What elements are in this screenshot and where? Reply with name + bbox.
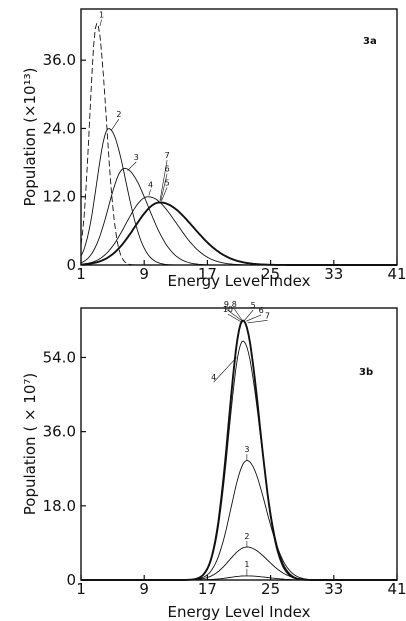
x-tick-label: 9 (139, 580, 149, 598)
curve-7 (80, 201, 397, 266)
curve-5 (80, 201, 397, 266)
x-axis-label: Energy Level Index (168, 272, 311, 290)
curve-2 (80, 128, 397, 266)
x-tick-label: 25 (261, 580, 280, 598)
x-tick-label: 41 (387, 265, 406, 283)
curve-label: 7 (165, 151, 170, 160)
panel-3a: 3a Energy Level Index Population (×10¹³)… (21, 8, 406, 290)
curve-label: 4 (148, 181, 153, 190)
curve-label: 2 (244, 532, 249, 541)
curve-label-leader (148, 189, 151, 196)
y-tick-label: 36.0 (43, 423, 76, 441)
y-tick-label: 24.0 (43, 119, 76, 137)
curve-label: 10 (223, 305, 233, 314)
panel-label: 3b (359, 367, 373, 378)
curve-label: 9 (224, 300, 229, 309)
curve-label: 1 (99, 11, 104, 20)
curve-5 (81, 320, 397, 581)
curve-label: 6 (259, 306, 264, 315)
y-tick-label: 0 (66, 571, 76, 589)
panel-3b: 3b Energy Level Index Population ( × 10⁷… (21, 300, 406, 621)
curve-label-leader (159, 159, 168, 201)
curve-label: 3 (244, 445, 249, 454)
x-tick-label: 17 (198, 580, 217, 598)
y-tick-label: 12.0 (43, 188, 76, 206)
curve-2 (81, 546, 397, 581)
plot-frame (80, 8, 398, 266)
x-axis-label: Energy Level Index (168, 603, 311, 621)
y-tick-label: 36.0 (43, 51, 76, 69)
curve-6 (80, 201, 397, 266)
curve-label: 5 (165, 178, 170, 187)
y-axis-label: Population (×10¹³) (21, 68, 39, 207)
curve-6 (81, 320, 397, 581)
y-tick-label: 0 (66, 256, 76, 274)
panel-label: 3a (363, 36, 377, 47)
curve-label-leader (213, 357, 237, 383)
curve-label-leader (160, 173, 168, 201)
curve-4 (81, 340, 397, 581)
curve-8 (81, 320, 397, 581)
curve-label-leader (226, 308, 242, 321)
y-tick-label: 18.0 (43, 497, 76, 515)
x-tick-label: 17 (198, 265, 217, 283)
x-tick-label: 41 (387, 580, 406, 598)
curve-label: 6 (165, 165, 170, 174)
x-tick-label: 9 (139, 265, 149, 283)
curve-label: 4 (211, 373, 216, 382)
curve-9 (81, 320, 397, 581)
plot-frame (80, 307, 398, 581)
curve-label: 5 (251, 301, 256, 310)
curve-label: 3 (134, 153, 139, 162)
curve-4 (80, 196, 397, 266)
curve-label-leader (127, 161, 137, 171)
curve-7 (81, 320, 397, 581)
curve-label: 8 (232, 300, 237, 309)
curve-label-leader (247, 320, 268, 324)
curve-label-leader (161, 187, 168, 201)
x-tick-label: 25 (261, 265, 280, 283)
x-tick-label: 33 (324, 265, 343, 283)
curve-label-leader (99, 19, 102, 27)
curve-label: 1 (244, 560, 249, 569)
curve-3 (80, 167, 397, 266)
curve-3 (81, 460, 397, 581)
curve-label-leader (245, 314, 262, 322)
y-tick-label: 54.0 (43, 348, 76, 366)
curve-group (81, 319, 397, 581)
curve-label: 7 (265, 311, 270, 320)
x-tick-label: 33 (324, 580, 343, 598)
curve-label-leader (110, 118, 120, 131)
curve-label-leader (234, 308, 243, 321)
y-axis-label: Population ( × 10⁷) (21, 373, 39, 516)
curve-label-group: 1 2 3 4 5 6 7 (99, 11, 170, 201)
curve-label-leader (227, 313, 242, 323)
curve-label-leader (244, 309, 254, 321)
x-tick-label: 1 (76, 580, 86, 598)
x-tick-label: 1 (76, 265, 86, 283)
curve-10 (81, 319, 397, 581)
curve-group (80, 21, 397, 266)
curve-label: 2 (116, 110, 121, 119)
curve-1 (80, 21, 397, 266)
